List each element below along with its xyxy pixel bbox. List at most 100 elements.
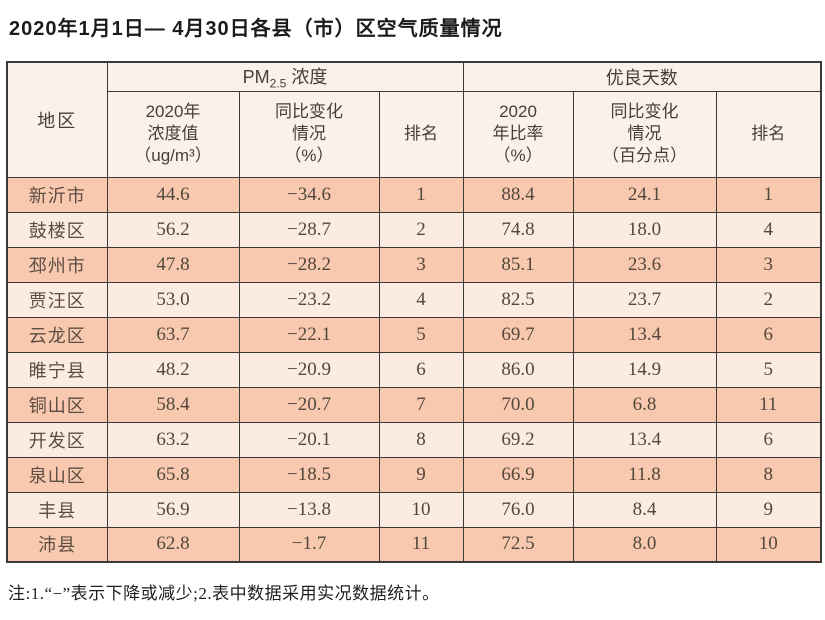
- col-header-line: 情况: [627, 124, 662, 144]
- col-header-line: （%）: [284, 145, 334, 165]
- col-header-line: 2020年: [145, 102, 201, 122]
- col-header-line: 情况: [292, 124, 326, 144]
- pm25-change-cell: −22.1: [238, 316, 380, 353]
- pm25-rank-cell: 1: [378, 176, 464, 213]
- table-row: 云龙区 63.7 −22.1 5 69.7 13.4 6: [6, 316, 822, 353]
- pm25-rank-cell: 6: [378, 351, 464, 388]
- good-days-change-cell: 23.7: [572, 281, 717, 318]
- pm25-value-cell: 58.4: [106, 386, 240, 423]
- col-header-line: 2020: [499, 102, 537, 122]
- region-cell: 贾汪区: [6, 281, 108, 318]
- pm25-change-cell: −28.2: [238, 246, 380, 283]
- pm25-label-prefix: PM: [242, 67, 270, 87]
- col-header-pm25-change: 同比变化 情况 （%）: [238, 90, 380, 178]
- col-header-line: （ug/m³）: [134, 145, 212, 165]
- pm25-value-cell: 56.9: [106, 491, 240, 528]
- region-cell: 泉山区: [6, 456, 108, 493]
- good-days-change-cell: 13.4: [572, 421, 717, 458]
- good-days-ratio-cell: 88.4: [462, 176, 574, 213]
- good-days-ratio-cell: 86.0: [462, 351, 574, 388]
- region-cell: 睢宁县: [6, 351, 108, 388]
- col-header-line: （%）: [493, 145, 543, 165]
- good-days-rank-cell: 1: [715, 176, 822, 213]
- good-days-ratio-cell: 70.0: [462, 386, 574, 423]
- good-days-rank-cell: 4: [715, 211, 822, 248]
- corner-header-region: 地区: [6, 61, 108, 178]
- pm25-rank-cell: 9: [378, 456, 464, 493]
- col-header-line: 浓度值: [147, 124, 199, 144]
- pm25-rank-cell: 7: [378, 386, 464, 423]
- col-header-line: （百分点）: [602, 145, 688, 165]
- good-days-change-cell: 8.4: [572, 491, 717, 528]
- good-days-rank-cell: 10: [715, 526, 822, 563]
- good-days-rank-cell: 6: [715, 316, 822, 353]
- table-row: 丰县 56.9 −13.8 10 76.0 8.4 9: [6, 491, 822, 528]
- pm25-change-cell: −13.8: [238, 491, 380, 528]
- pm25-change-cell: −20.7: [238, 386, 380, 423]
- good-days-ratio-cell: 76.0: [462, 491, 574, 528]
- good-days-ratio-cell: 74.8: [462, 211, 574, 248]
- pm25-value-cell: 65.8: [106, 456, 240, 493]
- region-cell: 新沂市: [6, 176, 108, 213]
- col-header-pm25-rank: 排名: [378, 90, 464, 178]
- pm25-value-cell: 62.8: [106, 526, 240, 563]
- pm25-change-cell: −20.1: [238, 421, 380, 458]
- good-days-ratio-cell: 66.9: [462, 456, 574, 493]
- pm25-rank-cell: 3: [378, 246, 464, 283]
- good-days-rank-cell: 11: [715, 386, 822, 423]
- good-days-ratio-cell: 85.1: [462, 246, 574, 283]
- table-row: 邳州市 47.8 −28.2 3 85.1 23.6 3: [6, 246, 822, 283]
- region-cell: 鼓楼区: [6, 211, 108, 248]
- table-row: 泉山区 65.8 −18.5 9 66.9 11.8 8: [6, 456, 822, 493]
- region-cell: 铜山区: [6, 386, 108, 423]
- col-header-line: 同比变化: [610, 102, 679, 122]
- region-cell: 沛县: [6, 526, 108, 563]
- group-header-row: 地区 PM2.5 浓度 优良天数: [6, 61, 822, 178]
- col-header-ratio-rank: 排名: [715, 90, 822, 178]
- col-header-ratio-change: 同比变化 情况 （百分点）: [572, 90, 717, 178]
- good-days-change-cell: 18.0: [572, 211, 717, 248]
- region-cell: 邳州市: [6, 246, 108, 283]
- good-days-rank-cell: 2: [715, 281, 822, 318]
- pm25-rank-cell: 10: [378, 491, 464, 528]
- good-days-change-cell: 11.8: [572, 456, 717, 493]
- col-header-line: 排名: [751, 124, 786, 144]
- table-body: 新沂市 44.6 −34.6 1 88.4 24.1 1 鼓楼区 56.2 −2…: [6, 176, 822, 563]
- pm25-value-cell: 44.6: [106, 176, 240, 213]
- good-days-ratio-cell: 82.5: [462, 281, 574, 318]
- pm25-change-cell: −20.9: [238, 351, 380, 388]
- good-days-rank-cell: 9: [715, 491, 822, 528]
- table-row: 睢宁县 48.2 −20.9 6 86.0 14.9 5: [6, 351, 822, 388]
- table-row: 开发区 63.2 −20.1 8 69.2 13.4 6: [6, 421, 822, 458]
- table-row: 鼓楼区 56.2 −28.7 2 74.8 18.0 4: [6, 211, 822, 248]
- table-header: 地区 PM2.5 浓度 优良天数 2020年 浓度值 （ug/m³） 同比变化 …: [6, 61, 822, 178]
- pm25-value-cell: 56.2: [106, 211, 240, 248]
- pm25-change-cell: −23.2: [238, 281, 380, 318]
- good-days-change-cell: 14.9: [572, 351, 717, 388]
- good-days-change-cell: 6.8: [572, 386, 717, 423]
- pm25-change-cell: −18.5: [238, 456, 380, 493]
- table-row: 新沂市 44.6 −34.6 1 88.4 24.1 1: [6, 176, 822, 213]
- good-days-rank-cell: 5: [715, 351, 822, 388]
- col-header-line: 同比变化: [275, 102, 343, 122]
- col-header-line: 年比率: [492, 124, 544, 144]
- pm25-rank-cell: 11: [378, 526, 464, 563]
- group-header-good-days: 优良天数: [462, 61, 822, 92]
- col-header-ratio: 2020 年比率 （%）: [462, 90, 574, 178]
- good-days-change-cell: 8.0: [572, 526, 717, 563]
- table-row: 沛县 62.8 −1.7 11 72.5 8.0 10: [6, 526, 822, 563]
- pm25-label-suffix: 浓度: [286, 67, 328, 87]
- good-days-ratio-cell: 72.5: [462, 526, 574, 563]
- good-days-change-cell: 13.4: [572, 316, 717, 353]
- footnote: 注:1.“−”表示下降或减少;2.表中数据采用实况数据统计。: [8, 584, 440, 604]
- air-quality-table: 地区 PM2.5 浓度 优良天数 2020年 浓度值 （ug/m³） 同比变化 …: [6, 61, 823, 564]
- good-days-rank-cell: 3: [715, 246, 822, 283]
- pm25-value-cell: 53.0: [106, 281, 240, 318]
- good-days-rank-cell: 8: [715, 456, 822, 493]
- pm25-rank-cell: 5: [378, 316, 464, 353]
- pm25-change-cell: −1.7: [238, 526, 380, 563]
- pm25-value-cell: 47.8: [106, 246, 240, 283]
- col-header-line: 排名: [404, 124, 438, 144]
- good-days-change-cell: 24.1: [572, 176, 717, 213]
- pm25-value-cell: 63.7: [106, 316, 240, 353]
